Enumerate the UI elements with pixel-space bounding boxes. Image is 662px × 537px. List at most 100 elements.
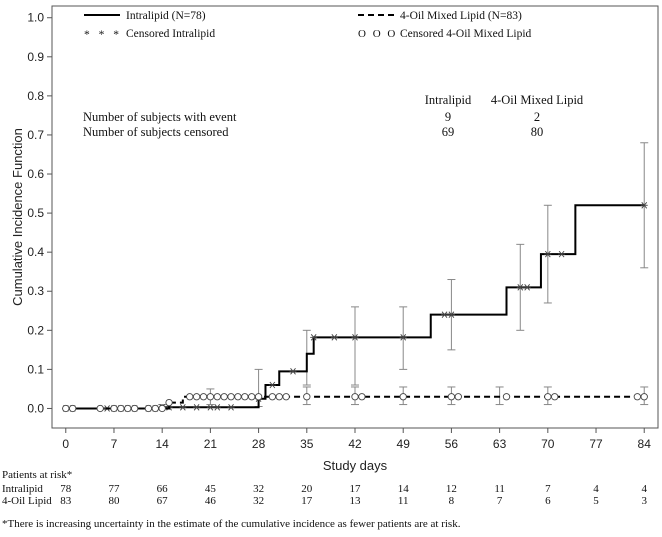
censor-star-mark bbox=[351, 334, 359, 341]
censor-star-mark bbox=[558, 250, 566, 258]
summary-value: 9 bbox=[445, 110, 451, 124]
censor-circle-mark bbox=[117, 404, 125, 413]
summary-table: Intralipid 4-Oil Mixed Lipid Number of sub… bbox=[83, 93, 584, 139]
x-tick-label: 35 bbox=[300, 437, 314, 451]
censor-star-mark bbox=[544, 250, 552, 258]
censor-star-mark bbox=[523, 284, 531, 291]
summary-value: 2 bbox=[534, 110, 540, 124]
y-tick-label: 0.4 bbox=[27, 245, 44, 259]
censor-circle-mark bbox=[124, 404, 132, 413]
x-axis-label: Study days bbox=[323, 458, 388, 473]
star-stroke bbox=[207, 404, 214, 411]
star-stroke bbox=[524, 284, 531, 291]
legend-star-marks: * * * bbox=[84, 29, 122, 41]
summary-row-label: Number of subjects with event bbox=[83, 110, 237, 124]
x-tick-label: 42 bbox=[348, 437, 362, 451]
legend-label: Censored Intralipid bbox=[126, 28, 215, 40]
star-stroke bbox=[641, 201, 648, 209]
censor-circle-mark bbox=[96, 404, 104, 413]
legend-entry: O O O Censored 4-Oil Mixed Lipid bbox=[358, 28, 532, 40]
risk-table-title: Patients at risk* bbox=[2, 469, 72, 481]
risk-count: 78 bbox=[60, 483, 72, 495]
star-stroke bbox=[290, 368, 296, 375]
censor-star-mark bbox=[441, 311, 449, 318]
x-tick-label: 49 bbox=[397, 437, 411, 451]
risk-count: 11 bbox=[398, 495, 409, 507]
risk-count: 12 bbox=[446, 483, 457, 495]
censor-star-mark bbox=[179, 404, 187, 411]
risk-count: 32 bbox=[253, 495, 264, 507]
censor-star-mark bbox=[213, 404, 221, 411]
star-stroke bbox=[558, 250, 565, 258]
censor-circle-mark bbox=[303, 393, 311, 401]
risk-count: 20 bbox=[301, 483, 313, 495]
star-stroke bbox=[214, 404, 221, 411]
censor-circle-mark bbox=[544, 393, 552, 401]
risk-row-label: Intralipid bbox=[2, 483, 43, 495]
risk-count: 83 bbox=[60, 495, 72, 507]
censor-circle-mark bbox=[633, 393, 641, 401]
y-tick-label: 0.8 bbox=[27, 89, 44, 103]
censor-circle-mark bbox=[186, 393, 194, 401]
censor-circle-mark bbox=[192, 393, 201, 401]
censor-circle-mark bbox=[282, 393, 290, 401]
star-stroke bbox=[544, 250, 551, 258]
legend-circle-marks: O O O bbox=[358, 28, 397, 40]
risk-count: 7 bbox=[497, 495, 503, 507]
y-axis-label: Cumulative Incidence Function bbox=[10, 128, 25, 306]
risk-count: 6 bbox=[545, 495, 551, 507]
summary-row-label: Number of subjects censored bbox=[83, 125, 229, 139]
censor-circle-mark bbox=[199, 393, 208, 401]
x-tick-label: 70 bbox=[541, 437, 555, 451]
step-line bbox=[65, 204, 645, 410]
risk-count: 11 bbox=[494, 483, 505, 495]
star-stroke bbox=[193, 404, 200, 411]
censor-circle-mark bbox=[69, 404, 77, 413]
risk-count: 67 bbox=[157, 495, 169, 507]
risk-count: 7 bbox=[545, 483, 551, 495]
footnote: *There is increasing uncertainty in the … bbox=[2, 518, 461, 530]
risk-count: 13 bbox=[350, 495, 362, 507]
legend-label: Intralipid (N=78) bbox=[126, 10, 206, 22]
summary-value: 69 bbox=[442, 125, 455, 139]
censor-circle-mark bbox=[144, 404, 153, 413]
star-stroke bbox=[269, 381, 276, 389]
censor-circle-mark bbox=[351, 393, 359, 401]
risk-count: 5 bbox=[593, 495, 599, 507]
x-tick-label: 28 bbox=[252, 437, 266, 451]
censor-circle-mark bbox=[158, 404, 166, 413]
censor-star-mark bbox=[193, 404, 201, 411]
censor-circle-mark bbox=[151, 404, 159, 413]
x-tick-label: 14 bbox=[156, 437, 170, 451]
star-stroke bbox=[228, 404, 234, 411]
censor-star-mark bbox=[330, 334, 338, 341]
risk-count: 4 bbox=[641, 483, 647, 495]
risk-count: 45 bbox=[205, 483, 217, 495]
censor-circle-mark bbox=[248, 393, 256, 401]
risk-count: 17 bbox=[301, 495, 313, 507]
censor-circle-mark bbox=[399, 393, 407, 401]
censor-star-mark bbox=[516, 284, 524, 291]
censor-star-mark bbox=[640, 201, 648, 209]
censor-circle-mark bbox=[213, 393, 221, 401]
star-stroke bbox=[517, 284, 524, 291]
censor-circle-mark bbox=[220, 393, 228, 401]
censor-circle-mark bbox=[268, 393, 277, 401]
x-tick-label: 77 bbox=[589, 437, 603, 451]
risk-row-label: 4-Oil Lipid bbox=[2, 495, 52, 507]
summary-col-header: Intralipid bbox=[425, 93, 472, 107]
risk-count: 8 bbox=[449, 495, 455, 507]
censor-circle-mark bbox=[206, 393, 215, 401]
censor-star-mark bbox=[268, 381, 276, 389]
y-tick-label: 0.2 bbox=[27, 323, 44, 337]
censor-circle-mark bbox=[234, 393, 242, 401]
censor-star-mark bbox=[399, 334, 407, 341]
star-stroke bbox=[352, 334, 358, 341]
risk-count: 17 bbox=[350, 483, 362, 495]
legend-entry: Intralipid (N=78) bbox=[84, 10, 206, 22]
censor-circle-mark bbox=[62, 404, 70, 413]
star-stroke bbox=[448, 311, 455, 318]
summary-col-header: 4-Oil Mixed Lipid bbox=[491, 93, 584, 107]
x-tick-label: 56 bbox=[445, 437, 459, 451]
x-tick-label: 63 bbox=[493, 437, 507, 451]
